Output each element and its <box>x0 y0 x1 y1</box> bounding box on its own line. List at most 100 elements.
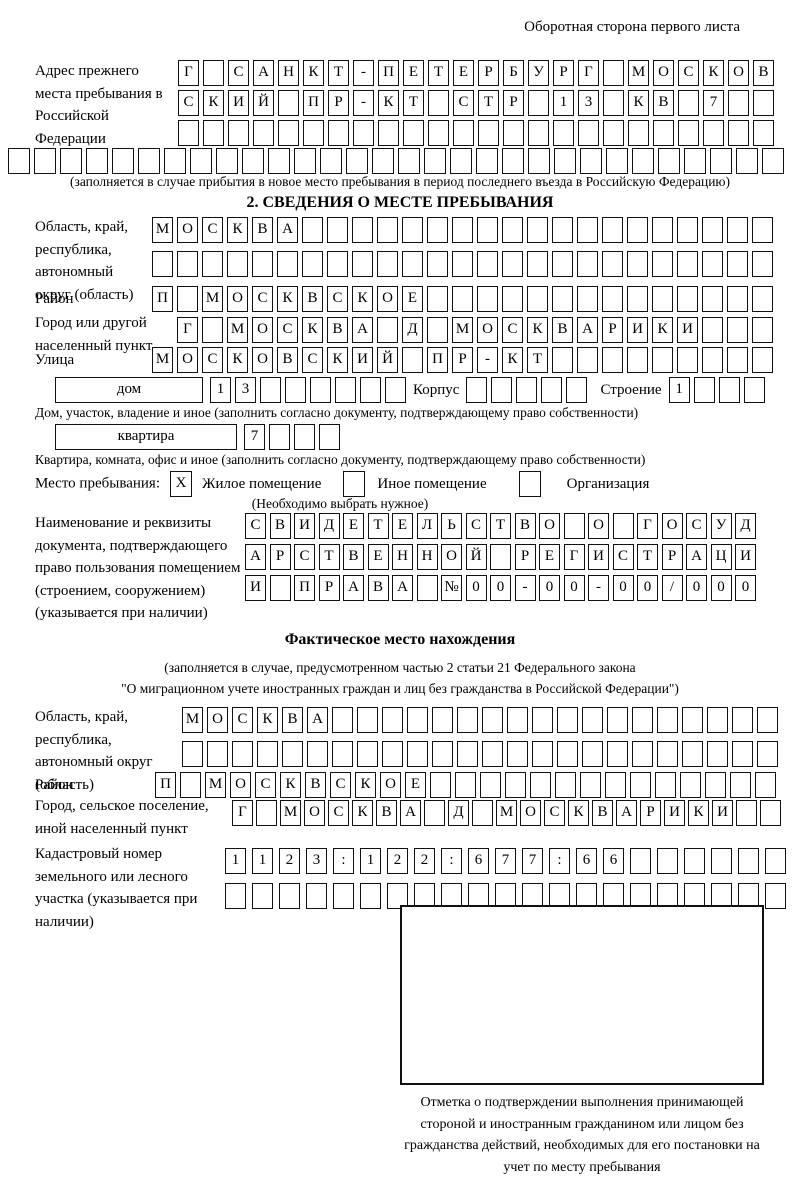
char-box[interactable]: Р <box>452 347 473 373</box>
char-box[interactable]: К <box>352 800 373 826</box>
char-box[interactable]: М <box>628 60 649 86</box>
char-box[interactable]: Р <box>503 90 524 116</box>
char-box[interactable]: 2 <box>279 848 300 874</box>
char-box[interactable] <box>428 90 449 116</box>
char-box[interactable]: У <box>528 60 549 86</box>
char-box[interactable] <box>455 772 476 798</box>
char-box[interactable] <box>372 148 394 174</box>
char-box[interactable] <box>227 251 248 277</box>
char-box[interactable]: 0 <box>465 575 487 601</box>
char-box[interactable]: Т <box>490 513 511 539</box>
char-box[interactable]: К <box>327 347 348 373</box>
char-box[interactable]: Е <box>403 60 424 86</box>
char-box[interactable]: М <box>182 707 203 733</box>
char-box[interactable] <box>730 772 751 798</box>
char-box[interactable] <box>627 286 648 312</box>
char-box[interactable] <box>743 377 765 403</box>
char-box[interactable]: : <box>441 848 462 874</box>
char-box[interactable]: М <box>227 317 248 343</box>
char-box[interactable]: В <box>592 800 613 826</box>
char-box[interactable]: 1 <box>668 377 690 403</box>
char-box[interactable] <box>753 120 774 146</box>
char-box[interactable] <box>752 251 773 277</box>
char-box[interactable] <box>207 741 228 767</box>
char-box[interactable]: 1 <box>225 848 246 874</box>
char-box[interactable] <box>738 848 759 874</box>
char-box[interactable]: 1 <box>360 848 381 874</box>
char-box[interactable] <box>711 848 732 874</box>
char-box[interactable]: У <box>710 513 732 539</box>
char-box[interactable]: 7 <box>244 424 265 450</box>
char-box[interactable] <box>682 741 703 767</box>
char-box[interactable] <box>225 883 246 909</box>
char-box[interactable]: В <box>269 513 291 539</box>
char-box[interactable]: Г <box>578 60 599 86</box>
char-box[interactable] <box>532 707 553 733</box>
char-box[interactable] <box>707 741 728 767</box>
char-box[interactable] <box>502 251 523 277</box>
char-box[interactable] <box>677 217 698 243</box>
char-box[interactable] <box>630 848 651 874</box>
char-box[interactable]: О <box>252 347 273 373</box>
char-box[interactable]: : <box>333 848 354 874</box>
char-box[interactable]: Т <box>367 513 389 539</box>
char-box[interactable] <box>452 217 473 243</box>
char-box[interactable] <box>203 60 224 86</box>
char-box[interactable]: Е <box>367 544 389 570</box>
char-box[interactable]: И <box>352 347 373 373</box>
char-box[interactable]: В <box>367 575 389 601</box>
char-box[interactable]: О <box>539 513 560 539</box>
char-box[interactable] <box>736 800 757 826</box>
char-box[interactable]: П <box>152 286 173 312</box>
char-box[interactable]: Р <box>328 90 349 116</box>
char-box[interactable] <box>528 90 549 116</box>
char-box[interactable] <box>736 148 758 174</box>
char-box[interactable]: 2 <box>387 848 408 874</box>
char-box[interactable]: В <box>282 707 303 733</box>
char-box[interactable]: Т <box>478 90 499 116</box>
char-box[interactable]: С <box>612 544 634 570</box>
char-box[interactable]: О <box>653 60 674 86</box>
char-box[interactable] <box>333 883 354 909</box>
char-box[interactable]: С <box>328 800 349 826</box>
char-box[interactable] <box>530 772 551 798</box>
char-box[interactable] <box>319 424 340 450</box>
char-box[interactable] <box>278 90 299 116</box>
char-box[interactable] <box>302 251 323 277</box>
char-box[interactable] <box>34 148 56 174</box>
char-box[interactable]: Т <box>527 347 548 373</box>
char-box[interactable] <box>580 148 602 174</box>
char-box[interactable]: О <box>661 513 683 539</box>
char-box[interactable] <box>710 148 732 174</box>
checkbox-inoe[interactable] <box>343 471 366 497</box>
char-box[interactable] <box>684 148 706 174</box>
char-box[interactable] <box>232 741 253 767</box>
char-box[interactable]: К <box>378 90 399 116</box>
char-box[interactable]: Й <box>253 90 274 116</box>
char-box[interactable] <box>762 148 784 174</box>
char-box[interactable] <box>528 148 550 174</box>
char-box[interactable] <box>472 800 493 826</box>
char-box[interactable] <box>457 707 478 733</box>
char-box[interactable] <box>727 347 748 373</box>
char-box[interactable] <box>407 707 428 733</box>
char-box[interactable] <box>727 286 748 312</box>
char-box[interactable] <box>580 772 601 798</box>
char-box[interactable]: 0 <box>637 575 658 601</box>
char-box[interactable] <box>702 347 723 373</box>
char-box[interactable] <box>528 120 549 146</box>
char-box[interactable]: В <box>302 286 323 312</box>
char-box[interactable] <box>677 286 698 312</box>
char-box[interactable]: К <box>688 800 709 826</box>
char-box[interactable] <box>180 772 201 798</box>
char-box[interactable] <box>377 317 398 343</box>
char-box[interactable] <box>502 148 524 174</box>
char-box[interactable]: В <box>514 513 536 539</box>
char-box[interactable]: С <box>465 513 487 539</box>
char-box[interactable] <box>427 317 448 343</box>
char-box[interactable]: П <box>155 772 176 798</box>
char-box[interactable] <box>427 251 448 277</box>
char-box[interactable] <box>60 148 82 174</box>
char-box[interactable] <box>310 377 331 403</box>
char-box[interactable] <box>727 317 748 343</box>
